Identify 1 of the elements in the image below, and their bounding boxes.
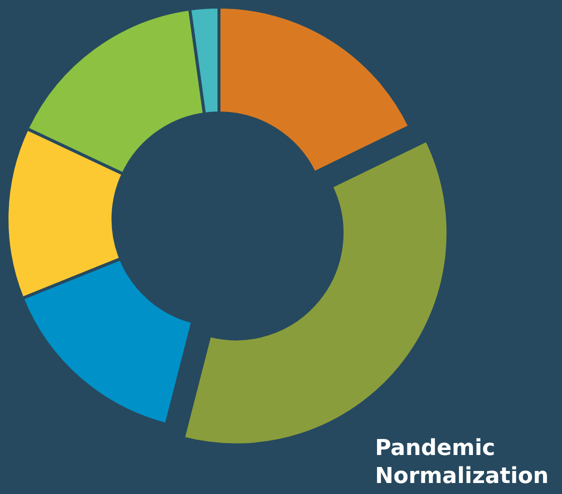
- slice-label: Pandemic Normalization: [375, 436, 549, 489]
